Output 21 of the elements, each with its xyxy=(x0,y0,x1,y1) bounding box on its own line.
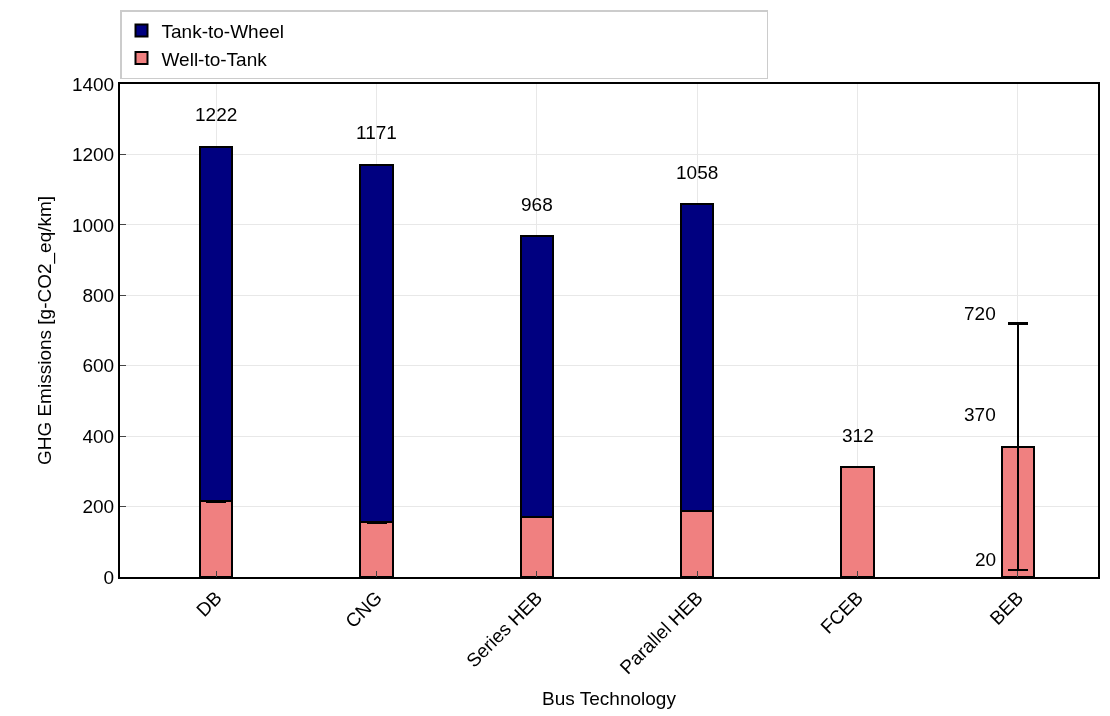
annotation: 720 xyxy=(964,303,996,324)
y-tick-label: 800 xyxy=(82,284,115,306)
total-label: 370 xyxy=(964,404,996,425)
legend-label: Tank-to-Wheel xyxy=(161,20,284,42)
y-tick-label: 600 xyxy=(82,355,115,377)
total-label: 1222 xyxy=(195,104,238,125)
y-tick-label: 200 xyxy=(82,496,115,518)
y-tick-label: 1400 xyxy=(71,73,115,95)
y-axis-title: GHG Emissions [g-CO2_eq/km] xyxy=(34,195,57,466)
total-label: 1058 xyxy=(676,162,719,183)
y-tick-label: 1000 xyxy=(71,214,115,236)
y-tick-label: 400 xyxy=(82,425,115,447)
y-tick-label: 1200 xyxy=(71,144,115,166)
x-tick-label: DB xyxy=(192,587,226,621)
x-axis-title: Bus Technology xyxy=(542,688,677,710)
legend-label: Well-to-Tank xyxy=(161,48,268,70)
total-label: 968 xyxy=(521,194,553,215)
y-tick-label: 0 xyxy=(103,566,115,588)
total-label: 1171 xyxy=(356,122,397,143)
annotation: 20 xyxy=(975,549,997,570)
total-label: 312 xyxy=(842,425,874,446)
